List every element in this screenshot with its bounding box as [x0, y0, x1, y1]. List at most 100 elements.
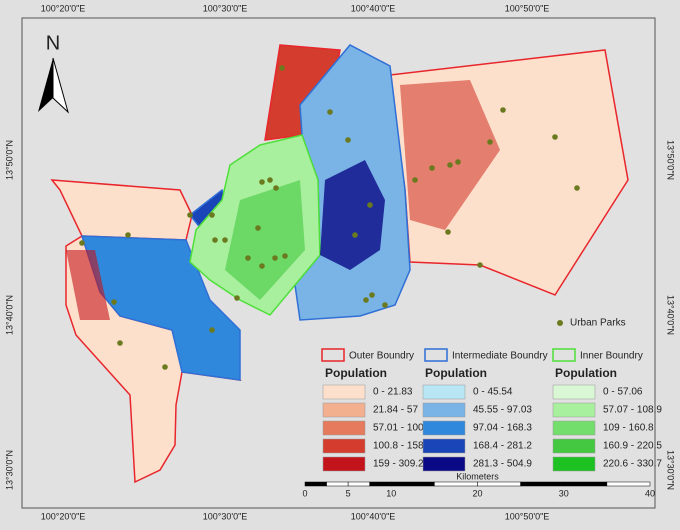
scale-tick-label: 20 [472, 488, 482, 498]
lat-label: 13°40'0"N [4, 295, 14, 335]
legend-park-symbol [557, 320, 563, 326]
legend-swatch [552, 402, 596, 418]
legend-label: 281.3 - 504.9 [473, 459, 532, 470]
lon-label: 100°50'0"E [505, 511, 550, 521]
lon-label: 100°20'0"E [41, 3, 86, 13]
lat-label: 13°50'0"N [4, 140, 14, 180]
urban-park [162, 364, 168, 370]
urban-park [222, 237, 228, 243]
urban-park [245, 255, 251, 261]
legend-label: 220.6 - 330.7 [603, 459, 662, 470]
scale-tick-label: 0 [302, 488, 307, 498]
legend-label: 21.84 - 57 [373, 405, 418, 416]
legend-swatch [552, 420, 596, 436]
urban-park [187, 212, 193, 218]
legend-label: 0 - 45.54 [473, 387, 513, 398]
legend-swatch [322, 420, 366, 436]
urban-park [234, 295, 240, 301]
lon-label: 100°50'0"E [505, 3, 550, 13]
legend-title: Population [425, 366, 487, 380]
legend-swatch [422, 438, 466, 454]
legend-swatch [422, 456, 466, 472]
legend-boundary [321, 348, 345, 362]
lon-label: 100°20'0"E [41, 511, 86, 521]
scale-segment [347, 481, 370, 487]
urban-park [125, 232, 131, 238]
urban-park [259, 263, 265, 269]
urban-park [412, 177, 418, 183]
urban-park [272, 255, 278, 261]
urban-park [382, 302, 388, 308]
legend-swatch [552, 384, 596, 400]
urban-park [363, 297, 369, 303]
legend-label: 159 - 309.2 [373, 459, 424, 470]
dense-inner [225, 180, 305, 300]
urban-park [552, 134, 558, 140]
legend-swatch [422, 420, 466, 436]
urban-park [574, 185, 580, 191]
legend-swatch [322, 384, 366, 400]
legend-label: 57.07 - 108.9 [603, 405, 662, 416]
urban-park [369, 292, 375, 298]
north-arrow [38, 57, 69, 114]
scale-segment [563, 481, 608, 487]
urban-park [445, 229, 451, 235]
legend-swatch [422, 384, 466, 400]
urban-park [267, 177, 273, 183]
urban-park [212, 237, 218, 243]
lon-label: 100°40'0"E [351, 511, 396, 521]
legend-label: 100.8 - 158.9 [373, 441, 432, 452]
legend-swatch [322, 456, 366, 472]
scale-tick-label: 5 [346, 488, 351, 498]
urban-park [117, 340, 123, 346]
urban-park [455, 159, 461, 165]
scale-segment [369, 481, 392, 487]
urban-park [79, 240, 85, 246]
legend-label: 0 - 21.83 [373, 387, 413, 398]
legend-label: 168.4 - 281.2 [473, 441, 532, 452]
scale-segment [304, 481, 327, 487]
legend-label: Outer Boundry [349, 351, 414, 362]
urban-park [352, 232, 358, 238]
legend-boundary [552, 348, 576, 362]
lon-label: 100°30'0"E [203, 511, 248, 521]
legend-label: Urban Parks [570, 318, 626, 329]
dense-west [66, 250, 110, 320]
legend-label: 160.9 - 220.5 [603, 441, 662, 452]
lat-label: 13°30'0"N [666, 450, 676, 490]
urban-park [477, 262, 483, 268]
scale-segment [326, 481, 349, 487]
urban-park [367, 202, 373, 208]
scale-segment [520, 481, 564, 487]
scale-tick-label: 40 [645, 488, 655, 498]
urban-park [273, 185, 279, 191]
scale-segment [606, 481, 651, 487]
scale-segment [391, 481, 435, 487]
scale-segment [477, 481, 521, 487]
urban-park [345, 137, 351, 143]
urban-park [282, 253, 288, 259]
legend-label: 0 - 57.06 [603, 387, 643, 398]
dense-core [320, 160, 385, 270]
lon-label: 100°30'0"E [203, 3, 248, 13]
urban-park [259, 179, 265, 185]
legend-label: 57.01 - 100.7 [373, 423, 432, 434]
dense-outer [400, 80, 500, 230]
legend-title: Population [555, 366, 617, 380]
lat-label: 13°40'0"N [666, 295, 676, 335]
legend-label: 45.55 - 97.03 [473, 405, 532, 416]
legend-label: Intermediate Boundry [452, 351, 548, 362]
urban-park [255, 225, 261, 231]
urban-park [111, 299, 117, 305]
legend-title: Population [325, 366, 387, 380]
lat-label: 13°30'0"N [4, 450, 14, 490]
lat-label: 13°50'0"N [666, 140, 676, 180]
scale-tick-label: 10 [386, 488, 396, 498]
legend-swatch [322, 438, 366, 454]
legend-label: Inner Boundry [580, 351, 643, 362]
legend-swatch [552, 456, 596, 472]
urban-park [429, 165, 435, 171]
scale-segment [434, 481, 478, 487]
